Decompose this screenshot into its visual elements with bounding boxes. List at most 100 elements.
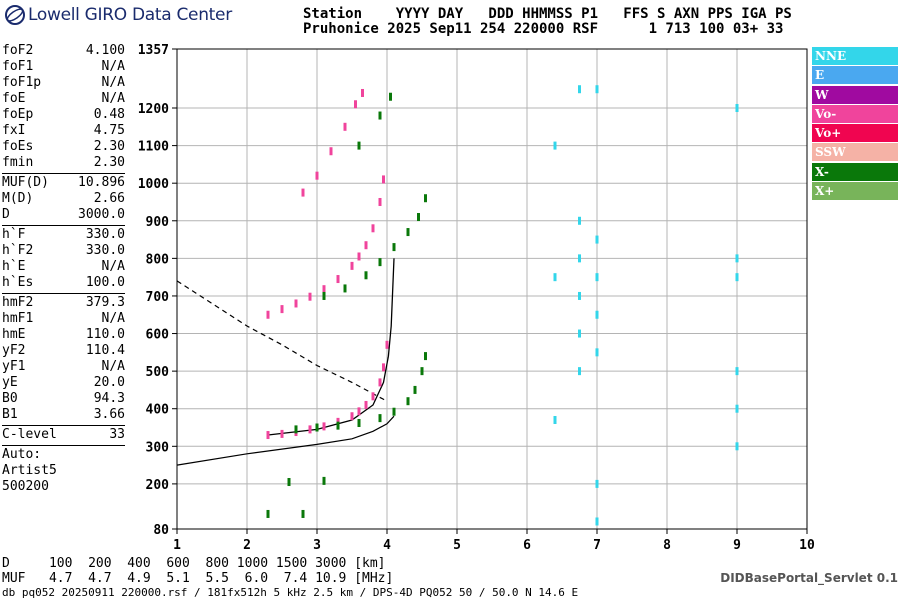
servlet-label: DIDBasePortal_Servlet 0.1 bbox=[720, 571, 898, 585]
series-point-x bbox=[287, 478, 291, 487]
series-point-nne bbox=[735, 367, 739, 376]
param-value: 2.30 bbox=[93, 155, 125, 170]
series-point-x bbox=[413, 385, 417, 394]
series-point-vo bbox=[301, 188, 305, 197]
y-tick-label: 900 bbox=[146, 215, 170, 230]
param-label: foF1 bbox=[2, 59, 34, 74]
series-point-vo bbox=[308, 425, 312, 434]
param-label: C-level bbox=[2, 427, 57, 442]
series-point-vo bbox=[294, 299, 298, 308]
series-point-vo bbox=[354, 100, 357, 109]
series-point-x bbox=[315, 423, 319, 432]
param-value: 10.896 bbox=[78, 175, 125, 190]
y-tick-label: 500 bbox=[146, 365, 170, 380]
param-value: 33 bbox=[109, 427, 125, 442]
param-row: hmF1 N/A bbox=[2, 311, 125, 327]
param-label: B1 bbox=[2, 407, 18, 422]
series-point-x bbox=[406, 228, 410, 237]
series-point-vo bbox=[378, 378, 382, 387]
param-value: 3.66 bbox=[93, 407, 125, 422]
autoscaling-info: 500200 bbox=[2, 479, 49, 494]
param-separator bbox=[2, 425, 125, 426]
param-label: hmE bbox=[2, 327, 26, 342]
param-row: fmin 2.30 bbox=[2, 155, 125, 171]
series-point-vo bbox=[350, 261, 354, 270]
y-tick-label: 1100 bbox=[138, 140, 169, 155]
legend-item-vo: Vo+ bbox=[812, 124, 898, 143]
legend-item-ssw: SSW bbox=[812, 143, 898, 162]
lowell-logo-icon bbox=[5, 5, 25, 25]
param-label: foEp bbox=[2, 107, 34, 122]
autoscaling-info: Auto: bbox=[2, 447, 42, 462]
series-point-x bbox=[392, 243, 396, 252]
series-point-x bbox=[406, 397, 410, 406]
series-point-vo bbox=[382, 363, 385, 372]
y-tick-label: 800 bbox=[146, 252, 170, 267]
param-row: B0 94.3 bbox=[2, 391, 125, 407]
series-point-nne bbox=[595, 310, 599, 319]
param-label: h`F2 bbox=[2, 243, 34, 258]
series-point-vo bbox=[343, 122, 347, 131]
series-point-nne bbox=[578, 329, 581, 338]
x-tick-label: 5 bbox=[453, 538, 461, 553]
series-point-vo bbox=[361, 88, 364, 97]
series-point-x bbox=[378, 258, 382, 267]
series-point-nne bbox=[595, 85, 599, 94]
y-tick-label: 80 bbox=[153, 523, 169, 538]
param-row: foF1p N/A bbox=[2, 75, 125, 91]
param-value: 4.100 bbox=[85, 43, 125, 58]
param-row: hmF2 379.3 bbox=[2, 295, 125, 311]
param-label: foF1p bbox=[2, 75, 42, 90]
param-value: N/A bbox=[101, 259, 125, 274]
x-tick-label: 6 bbox=[523, 538, 531, 553]
series-point-vo bbox=[371, 224, 375, 233]
brand-name: Lowell GIRO Data Center bbox=[28, 5, 232, 25]
series-point-x bbox=[378, 111, 382, 120]
series-point-vo bbox=[308, 292, 312, 301]
series-point-x bbox=[357, 141, 361, 150]
series-point-vo bbox=[371, 392, 375, 401]
y-tick-label: 200 bbox=[146, 478, 170, 493]
series-point-nne bbox=[735, 404, 739, 413]
param-row: C-level 33 bbox=[2, 427, 125, 443]
y-tick-label: 600 bbox=[146, 328, 170, 343]
x-tick-label: 9 bbox=[733, 538, 741, 553]
series-point-x bbox=[336, 421, 340, 430]
series-point-vo bbox=[364, 400, 368, 409]
param-separator bbox=[2, 445, 125, 446]
series-point-vo bbox=[322, 422, 326, 431]
series-point-vo bbox=[357, 252, 361, 261]
x-tick-label: 3 bbox=[313, 538, 321, 553]
series-point-vo bbox=[350, 412, 354, 421]
param-row: foF1 N/A bbox=[2, 59, 125, 75]
param-label: B0 bbox=[2, 391, 18, 406]
param-label: yE bbox=[2, 375, 18, 390]
param-row: foEp 0.48 bbox=[2, 107, 125, 123]
legend-item-vo: Vo- bbox=[812, 104, 898, 123]
param-row: hmE 110.0 bbox=[2, 327, 125, 343]
param-row: h`Es 100.0 bbox=[2, 275, 125, 291]
plot-frame bbox=[176, 48, 808, 530]
series-point-x bbox=[322, 291, 326, 300]
legend-item-nne: NNE bbox=[812, 47, 898, 65]
series-point-vo bbox=[280, 305, 284, 314]
param-value: 110.4 bbox=[85, 343, 125, 358]
series-point-nne bbox=[578, 291, 581, 300]
series-point-nne bbox=[578, 367, 581, 376]
series-point-x bbox=[301, 509, 305, 518]
series-point-x bbox=[389, 92, 392, 101]
series-point-nne bbox=[578, 85, 581, 94]
series-point-x bbox=[266, 509, 270, 518]
param-row: D 3000.0 bbox=[2, 207, 125, 223]
param-label: hmF1 bbox=[2, 311, 34, 326]
param-value: 20.0 bbox=[93, 375, 125, 390]
x-tick-label: 2 bbox=[243, 538, 251, 553]
param-value: N/A bbox=[101, 359, 125, 374]
param-separator bbox=[2, 225, 125, 226]
x-tick-label: 7 bbox=[593, 538, 601, 553]
param-row: h`F2 330.0 bbox=[2, 243, 125, 259]
series-point-vo bbox=[382, 175, 385, 184]
param-row: foE N/A bbox=[2, 91, 125, 107]
param-label: foE bbox=[2, 91, 26, 106]
x-tick-label: 10 bbox=[799, 538, 815, 553]
